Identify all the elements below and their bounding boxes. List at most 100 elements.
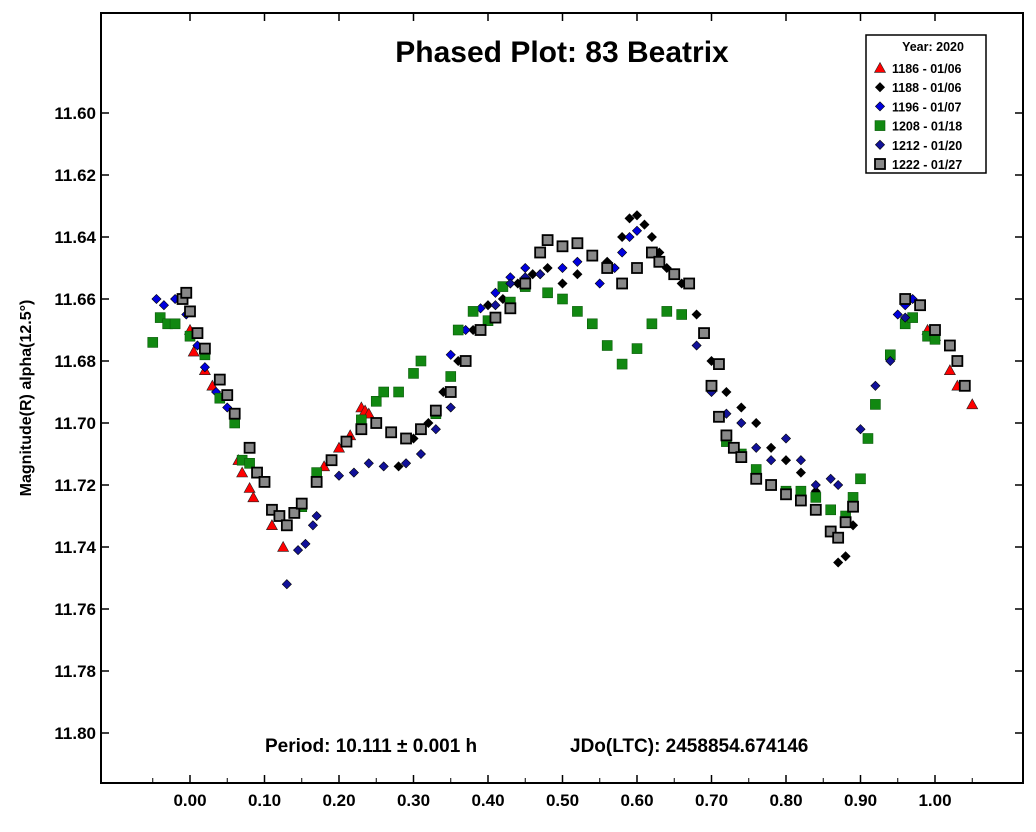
data-point-series-5 [870, 380, 881, 391]
legend-marker [874, 82, 886, 93]
data-point-series-6 [586, 249, 599, 262]
data-point-series-5 [333, 470, 345, 481]
data-point-series-4 [557, 293, 568, 305]
data-point-series-5 [311, 510, 322, 522]
data-point-series-3 [624, 231, 635, 243]
data-point-series-1 [243, 481, 256, 493]
data-point-series-6 [556, 240, 569, 253]
data-point-series-6 [444, 386, 457, 398]
data-point-series-4 [862, 433, 874, 444]
x-tick-label: 0.50 [546, 791, 579, 810]
epoch-label: JDo(LTC): 2458854.674146 [570, 736, 808, 757]
data-point-series-3 [557, 262, 568, 274]
data-point-series-1 [277, 540, 290, 552]
data-point-series-4 [542, 287, 553, 299]
data-point-series-5 [430, 424, 441, 435]
data-point-series-4 [452, 324, 464, 336]
data-point-series-3 [617, 247, 628, 258]
data-point-series-6 [795, 494, 807, 507]
y-tick-label: 11.70 [54, 414, 96, 433]
legend-box [865, 34, 987, 174]
data-point-series-6 [504, 302, 517, 315]
y-tick-label: 11.72 [54, 476, 96, 495]
data-point-series-3 [445, 349, 456, 360]
data-point-series-5 [825, 473, 836, 484]
data-point-series-6 [459, 355, 472, 367]
legend-entry-label: 1196 - 01/07 [892, 100, 962, 114]
data-point-series-3 [572, 256, 583, 267]
data-point-series-4 [244, 457, 255, 469]
data-point-series-6 [951, 355, 964, 367]
data-point-series-2 [646, 231, 657, 243]
y-tick-label: 11.60 [54, 104, 96, 123]
data-point-series-2 [639, 219, 650, 230]
data-point-series-4 [572, 306, 583, 317]
legend-entry-label: 1186 - 01/06 [892, 62, 962, 76]
data-point-series-6 [727, 441, 740, 454]
data-point-series-4 [497, 281, 509, 292]
period-label: Period: 10.111 ± 0.001 h [265, 736, 477, 757]
data-point-series-5 [736, 417, 747, 429]
data-point-series-3 [158, 300, 169, 311]
data-point-series-6 [228, 407, 241, 420]
data-point-series-2 [795, 467, 806, 478]
data-point-series-4 [661, 306, 673, 317]
data-point-series-6 [765, 479, 777, 491]
data-point-series-6 [653, 255, 666, 268]
y-axis: 11.60 11.62 11.64 11.66 11.68 11.70 11.72 11.74… [54, 104, 1023, 743]
data-point-series-6 [944, 339, 956, 352]
data-point-series-4 [870, 399, 881, 410]
x-tick-label: 0.60 [620, 791, 653, 810]
data-point-series-6 [191, 327, 204, 340]
legend-marker [874, 158, 886, 170]
data-point-series-6 [534, 246, 547, 259]
data-point-series-6 [258, 475, 271, 488]
data-point-series-2 [833, 557, 844, 568]
data-point-series-5 [535, 269, 546, 280]
legend-entry-label: 1212 - 01/20 [892, 139, 962, 153]
data-point-series-5 [751, 442, 762, 453]
data-point-series-5 [348, 467, 359, 478]
data-point-series-2 [527, 269, 538, 280]
data-point-series-2 [557, 278, 568, 289]
data-point-series-5 [300, 538, 311, 549]
data-point-series-6 [713, 410, 725, 423]
x-tick-label: 0.10 [248, 791, 281, 810]
data-point-series-6 [385, 426, 398, 439]
data-point-series-5 [780, 433, 792, 444]
data-point-series-4 [445, 371, 457, 382]
data-point-series-2 [736, 402, 747, 413]
x-tick-label: 0.90 [844, 791, 877, 810]
data-point-series-6 [668, 268, 681, 281]
data-point-series-5 [810, 479, 821, 491]
y-tick-label: 11.74 [54, 538, 96, 557]
data-point-series-4 [393, 386, 404, 398]
x-tick-label: 1.00 [918, 791, 951, 810]
data-point-series-6 [571, 237, 584, 250]
data-point-series-3 [151, 293, 162, 305]
data-point-series-6 [914, 299, 926, 312]
data-point-series-1 [966, 398, 979, 410]
legend-marker [873, 61, 887, 73]
data-point-series-6 [288, 506, 301, 519]
data-point-series-2 [624, 213, 635, 224]
data-point-series-6 [824, 525, 837, 538]
data-point-series-4 [825, 504, 837, 516]
data-point-series-2 [721, 386, 732, 398]
y-tick-label: 11.64 [54, 228, 96, 247]
data-point-series-5 [855, 424, 866, 435]
data-point-series-4 [586, 318, 598, 330]
data-point-series-6 [198, 342, 211, 355]
data-point-series-4 [631, 343, 643, 354]
data-point-series-3 [594, 278, 605, 289]
data-point-series-5 [833, 479, 844, 491]
y-tick-label: 11.62 [54, 166, 96, 185]
data-point-series-6 [273, 510, 286, 522]
data-point-series-5 [281, 579, 292, 590]
data-point-series-5 [885, 355, 896, 367]
y-tick-label: 11.78 [54, 662, 96, 681]
data-point-series-6 [489, 311, 502, 324]
data-point-series-5 [307, 520, 318, 531]
data-point-series-4 [810, 492, 822, 503]
